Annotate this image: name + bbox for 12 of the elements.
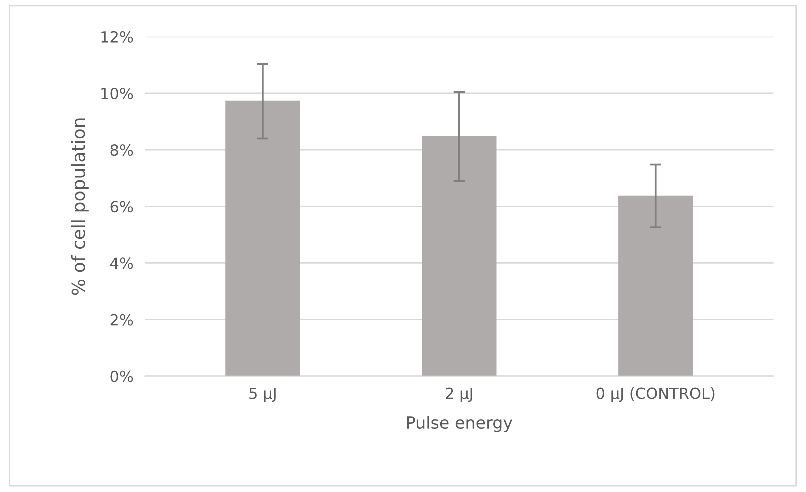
x-tick-label: 2 µJ — [446, 388, 472, 402]
y-tick-label: 2% — [110, 314, 134, 326]
y-tick-label: 0% — [110, 370, 134, 382]
y-tick-label: 12% — [102, 31, 134, 43]
y-tick-label: 10% — [102, 88, 134, 100]
y-tick-label: 6% — [110, 201, 134, 213]
y-tick-label: 4% — [110, 258, 134, 270]
y-tick-label: 8% — [110, 144, 134, 156]
x-tick-label: 5 µJ — [250, 388, 276, 402]
x-tick-label: 0 µJ (CONTROL) — [596, 388, 715, 402]
y-axis-title: % of cell population — [71, 118, 89, 296]
x-axis-title: Pulse energy — [407, 416, 513, 432]
